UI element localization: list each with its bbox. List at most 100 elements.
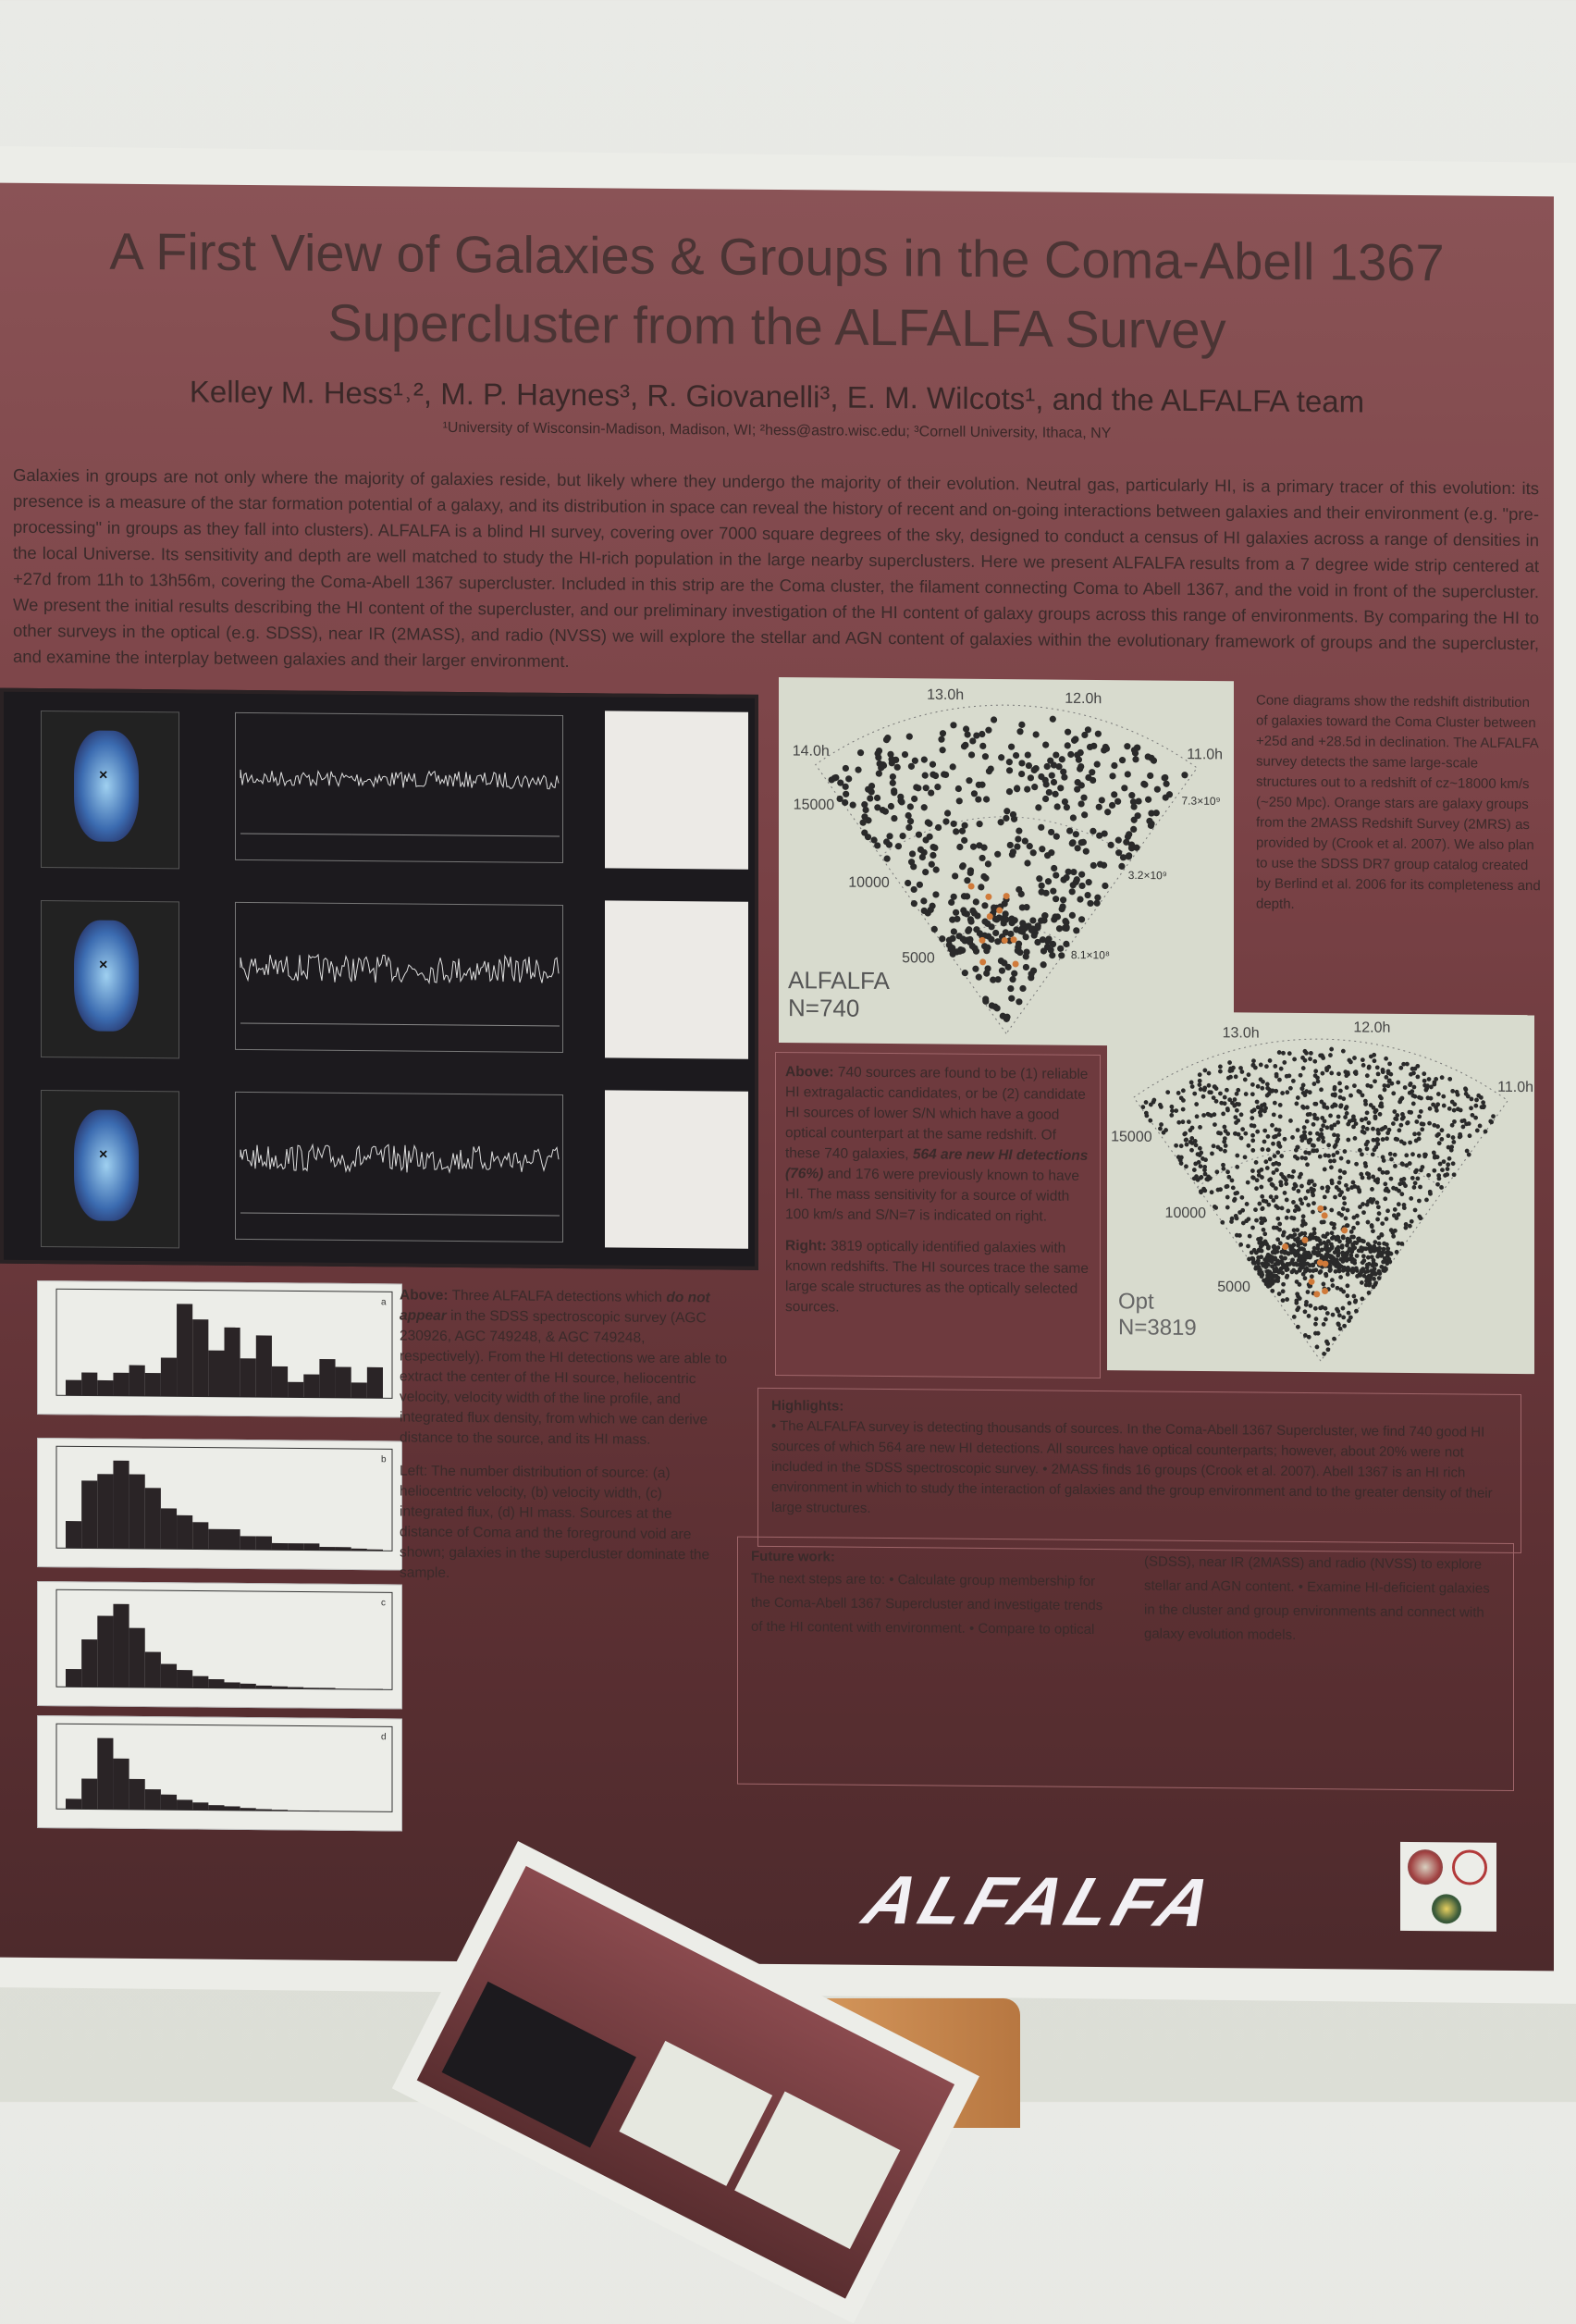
- histogram-bar: [81, 1778, 97, 1809]
- histogram-bar: [192, 1522, 208, 1549]
- galaxy-point: [953, 909, 959, 916]
- histogram-bar: [145, 1651, 161, 1687]
- galaxy-point: [1377, 1249, 1382, 1254]
- galaxy-point: [1075, 845, 1081, 851]
- galaxy-point: [1047, 758, 1053, 764]
- galaxy-point: [1292, 1228, 1297, 1232]
- galaxy-point: [1050, 888, 1056, 895]
- histogram-bar: [240, 1808, 256, 1811]
- galaxy-point: [1224, 1184, 1228, 1189]
- galaxy-point: [1243, 1131, 1248, 1136]
- galaxy-point: [1345, 1111, 1349, 1116]
- galaxy-point: [1284, 1181, 1288, 1186]
- galaxy-point: [950, 951, 956, 958]
- spectra-caption: Above: Three ALFALFA detections which do…: [400, 1285, 728, 1586]
- galaxy-point: [1202, 1069, 1207, 1073]
- galaxy-point: [1384, 1057, 1388, 1061]
- galaxy-point: [1383, 1181, 1387, 1186]
- histogram-bar: [97, 1615, 113, 1687]
- galaxy-point: [962, 970, 968, 976]
- galaxy-point: [1031, 767, 1038, 773]
- galaxy-point: [1384, 1188, 1388, 1193]
- galaxy-point: [1147, 773, 1153, 779]
- galaxy-point: [1326, 1143, 1331, 1147]
- galaxy-point: [1053, 872, 1059, 878]
- galaxy-point: [1484, 1130, 1488, 1134]
- hi-spectrum-plot: [235, 902, 563, 1053]
- galaxy-point: [1281, 1282, 1286, 1287]
- galaxy-point: [1393, 1153, 1397, 1157]
- galaxy-point: [1385, 1136, 1389, 1141]
- galaxy-point: [941, 771, 947, 777]
- galaxy-point: [1336, 1322, 1341, 1327]
- galaxy-point: [1301, 1272, 1306, 1277]
- university-seal-icon: [1408, 1849, 1443, 1885]
- galaxy-point: [890, 780, 896, 786]
- galaxy-point: [1299, 1156, 1304, 1160]
- galaxy-point: [1290, 1245, 1295, 1250]
- histogram-bar: [97, 1738, 113, 1810]
- galaxy-point: [1094, 900, 1101, 907]
- galaxy-point: [976, 782, 982, 788]
- galaxy-point: [1078, 883, 1085, 889]
- galaxy-point: [1078, 916, 1085, 922]
- galaxy-point: [1299, 1073, 1303, 1078]
- galaxy-point: [1024, 785, 1030, 792]
- galaxy-point: [1270, 1289, 1274, 1293]
- galaxy-point: [951, 928, 957, 934]
- group-marker: [985, 894, 991, 900]
- galaxy-point: [1408, 1224, 1412, 1229]
- galaxy-point: [917, 847, 924, 853]
- spectrum-line: [240, 770, 559, 789]
- galaxy-point: [1070, 882, 1077, 888]
- galaxy-point: [1279, 1067, 1284, 1071]
- galaxy-point: [1051, 916, 1057, 922]
- arecibo-logo-icon: [1432, 1894, 1461, 1923]
- galaxy-point: [1181, 1119, 1186, 1124]
- galaxy-point: [994, 851, 1001, 858]
- galaxy-point: [1360, 1280, 1364, 1285]
- galaxy-point: [1027, 843, 1033, 849]
- galaxy-point: [1341, 1206, 1346, 1211]
- galaxy-point: [1295, 1145, 1299, 1150]
- galaxy-point: [944, 810, 951, 816]
- galaxy-point: [1176, 1155, 1181, 1159]
- galaxy-point: [1378, 1094, 1383, 1099]
- galaxy-point: [1042, 890, 1049, 896]
- galaxy-point: [1381, 1127, 1385, 1131]
- galaxy-point: [1269, 1194, 1274, 1199]
- histogram-bar: [113, 1373, 129, 1396]
- galaxy-point: [1259, 1062, 1263, 1067]
- galaxy-point: [1270, 1123, 1274, 1128]
- galaxy-point: [1351, 1216, 1356, 1220]
- galaxy-point: [1365, 1110, 1370, 1115]
- galaxy-point: [1303, 1309, 1308, 1314]
- galaxy-point: [1011, 970, 1017, 977]
- galaxy-point: [1281, 1298, 1286, 1303]
- galaxy-point: [999, 968, 1005, 974]
- histogram-bar: [303, 1543, 319, 1550]
- galaxy-point: [1341, 1315, 1346, 1319]
- caption-text: and 176 were previously known to have HI…: [785, 1166, 1079, 1224]
- galaxy-point: [1332, 1158, 1336, 1163]
- galaxy-point: [1263, 1159, 1268, 1164]
- galaxy-point: [832, 774, 839, 781]
- galaxy-point: [1307, 1138, 1311, 1143]
- galaxy-point: [1266, 1284, 1271, 1289]
- galaxy-point: [1371, 1152, 1375, 1156]
- galaxy-point: [1259, 1077, 1263, 1082]
- galaxy-point: [1417, 1199, 1422, 1204]
- galaxy-point: [1253, 1207, 1258, 1212]
- galaxy-point: [1283, 1256, 1287, 1261]
- highlights-box: Highlights: • The ALFALFA survey is dete…: [757, 1388, 1521, 1553]
- galaxy-point: [1270, 1089, 1274, 1094]
- galaxy-point: [1355, 1274, 1360, 1279]
- galaxy-point: [888, 803, 894, 810]
- histogram-bar: [272, 1687, 288, 1689]
- galaxy-point: [1181, 772, 1188, 778]
- galaxy-point: [1256, 1084, 1261, 1089]
- galaxy-point: [1287, 1252, 1291, 1256]
- galaxy-point: [1260, 1086, 1264, 1091]
- galaxy-point: [1319, 1132, 1324, 1137]
- galaxy-point: [1311, 1143, 1316, 1148]
